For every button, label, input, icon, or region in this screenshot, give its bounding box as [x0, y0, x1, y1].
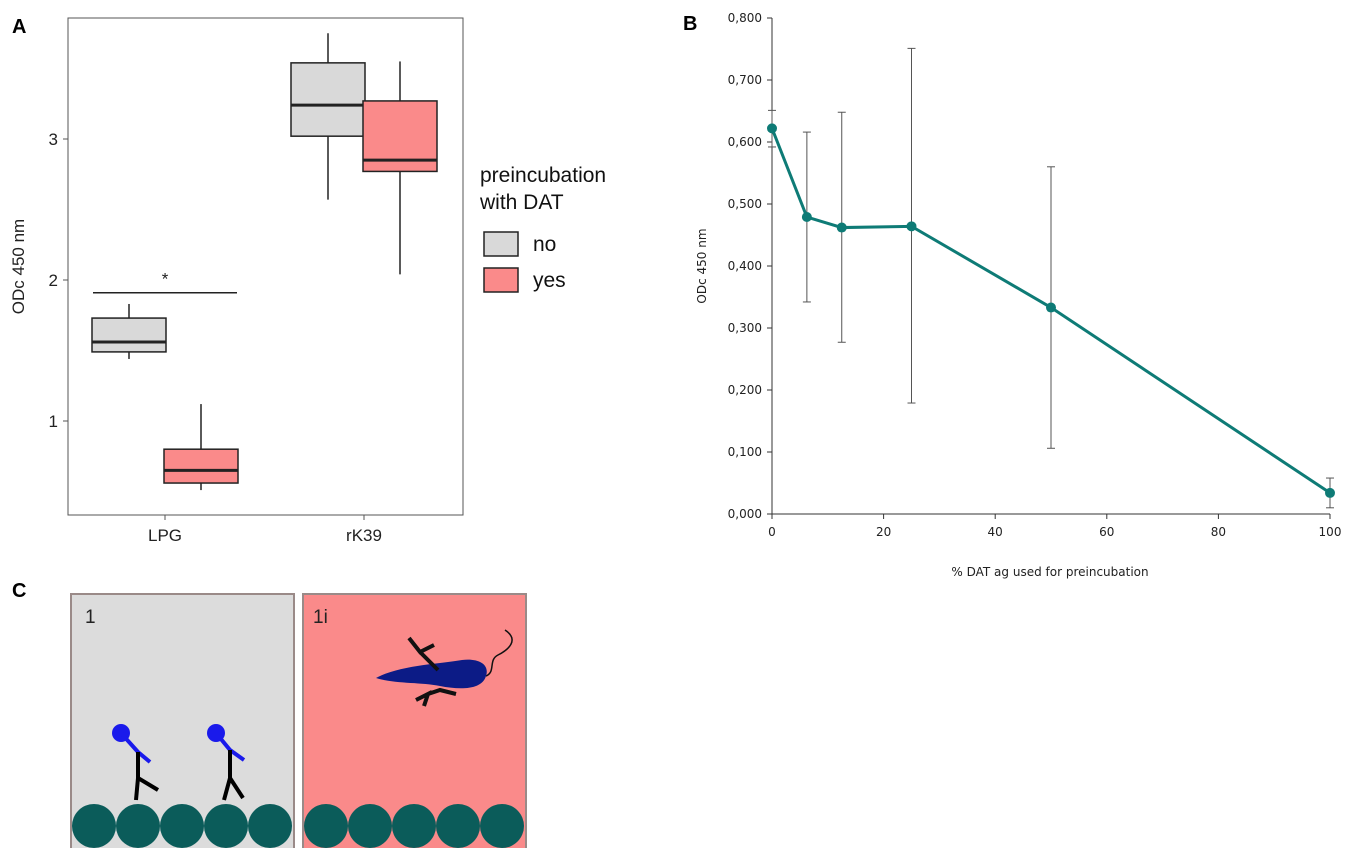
x-tick-label: 100 [1319, 525, 1342, 539]
panel-c-letter: C [12, 580, 26, 602]
parasite-with-antibodies [376, 629, 513, 707]
x-tick-label: 60 [1099, 525, 1114, 539]
antigen-bead [72, 804, 116, 848]
antigen-bead [204, 804, 248, 848]
antibody-fc [134, 752, 160, 801]
y-tick-label: 0,700 [728, 73, 762, 87]
antigen-bead [436, 804, 480, 848]
y-tick-label: 3 [49, 130, 58, 149]
y-tick-label: 0,400 [728, 259, 762, 273]
x-axis-label: % DAT ag used for preincubation [951, 565, 1148, 579]
y-tick-label: 0,800 [728, 11, 762, 25]
data-point [906, 221, 917, 232]
box-yes-LPG [163, 404, 239, 491]
antibody-icon [407, 636, 440, 672]
y-tick-label: 0,100 [728, 445, 762, 459]
antigen-bead [480, 804, 524, 848]
series-polyline [770, 127, 1331, 495]
y-axis-ticks: 1 2 3 [49, 130, 68, 431]
schematic-panel: 1 1i [70, 593, 527, 848]
data-point [1046, 302, 1056, 313]
y-axis-label: ODc 450 nm [695, 228, 709, 303]
box-body [163, 448, 239, 484]
antigen-bead [348, 804, 392, 848]
x-tick-label: 40 [988, 525, 1003, 539]
antigen-bead [160, 804, 204, 848]
antibody-icon [415, 687, 457, 707]
data-points [767, 123, 1335, 498]
box-no-rK39 [290, 33, 366, 200]
panel-a-letter: A [12, 16, 26, 38]
data-point [801, 212, 812, 223]
legend-swatch-yes [483, 267, 519, 293]
y-tick-label: 2 [49, 271, 58, 290]
x-tick-label: rK39 [346, 526, 382, 545]
boxes [91, 33, 438, 491]
line-chart-panel: ODc 450 nm % DAT ag used for preincubati… [695, 11, 1341, 579]
significance-star: * [162, 270, 169, 289]
y-tick-label: 0,500 [728, 197, 762, 211]
legend-label-no: no [533, 233, 556, 256]
antigen-bead [116, 804, 160, 848]
box-no-LPG [91, 303, 167, 359]
legend: preincubation with DAT no yes [479, 164, 606, 293]
y-axis-label: ODc 450 nm [9, 219, 28, 314]
flagellum [485, 629, 513, 677]
data-point [836, 222, 847, 233]
axes: 0,000 0,100 0,200 0,300 0,400 0,500 0,600 0,700… [728, 11, 1342, 539]
x-tick-label: 0 [768, 525, 776, 539]
boxplot-panel: ODc 450 nm 1 2 3 LPG rK39 * preincubation w… [9, 17, 606, 545]
y-tick-label: 0,200 [728, 383, 762, 397]
significance-annotation: * [93, 270, 237, 294]
legend-label-yes: yes [533, 269, 566, 292]
x-tick-label: 20 [876, 525, 891, 539]
well-label: 1 [85, 607, 96, 628]
antibody-fc [222, 750, 245, 801]
bound-antibody-2 [207, 724, 246, 801]
data-point [767, 123, 777, 134]
antigen-beads [72, 804, 524, 848]
antigen-bead [248, 804, 292, 848]
bound-antibody-1 [112, 724, 160, 801]
data-point [1325, 487, 1335, 498]
y-tick-label: 0,600 [728, 135, 762, 149]
y-tick-label: 0,000 [728, 507, 762, 521]
parasite-icon [376, 659, 487, 689]
box-yes-rK39 [362, 61, 438, 275]
legend-title-line-2: with DAT [479, 191, 564, 214]
box-body [290, 62, 366, 137]
well-label: 1i [313, 607, 328, 628]
y-tick-label: 1 [49, 412, 58, 431]
panel-b-letter: B [683, 13, 697, 35]
boxplot-frame [67, 17, 464, 516]
box-body [91, 317, 167, 353]
x-tick-label: 80 [1211, 525, 1226, 539]
legend-swatch-no [483, 231, 519, 257]
y-tick-label: 0,300 [728, 321, 762, 335]
legend-title-line-1: preincubation [480, 164, 606, 187]
x-tick-label: LPG [148, 526, 182, 545]
series-line [770, 127, 1331, 495]
x-axis-ticks: LPG rK39 [148, 515, 382, 545]
antigen-bead [392, 804, 436, 848]
antigen-bead [304, 804, 348, 848]
